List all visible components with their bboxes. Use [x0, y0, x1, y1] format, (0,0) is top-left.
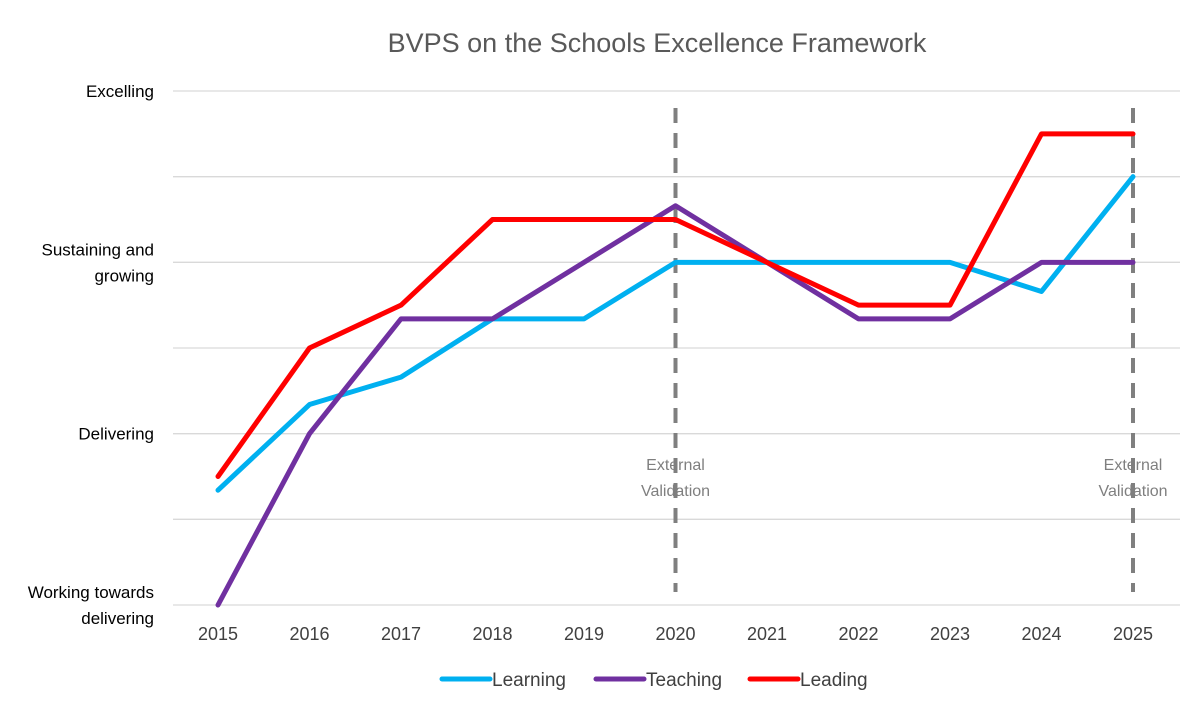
x-tick-label: 2017 [381, 624, 421, 644]
x-tick-label: 2022 [838, 624, 878, 644]
annotation-label: Validation [641, 483, 710, 500]
x-tick-label: 2025 [1113, 624, 1153, 644]
y-tick-label: Working towards [28, 583, 154, 602]
x-tick-label: 2020 [655, 624, 695, 644]
y-tick-label: Excelling [86, 82, 154, 101]
series-line-teaching [215, 203, 1136, 608]
annotation-label: Validation [1098, 483, 1167, 500]
y-tick-label: growing [94, 266, 154, 285]
y-tick-label: Delivering [78, 425, 154, 444]
x-tick-label: 2023 [930, 624, 970, 644]
chart-title: BVPS on the Schools Excellence Framework [388, 28, 927, 58]
legend-label: Learning [492, 670, 566, 691]
y-tick-label: Sustaining and [42, 240, 154, 259]
x-tick-label: 2018 [472, 624, 512, 644]
series-line-leading [215, 131, 1136, 479]
x-tick-label: 2021 [747, 624, 787, 644]
annotation-label: External [1104, 457, 1163, 474]
legend-label: Leading [800, 670, 868, 691]
annotation-label: External [646, 457, 705, 474]
x-tick-label: 2024 [1021, 624, 1061, 644]
x-tick-label: 2015 [198, 624, 238, 644]
x-tick-label: 2016 [289, 624, 329, 644]
y-tick-label: delivering [81, 609, 154, 628]
series-line-learning [215, 174, 1136, 493]
x-tick-label: 2019 [564, 624, 604, 644]
legend-label: Teaching [646, 670, 722, 691]
